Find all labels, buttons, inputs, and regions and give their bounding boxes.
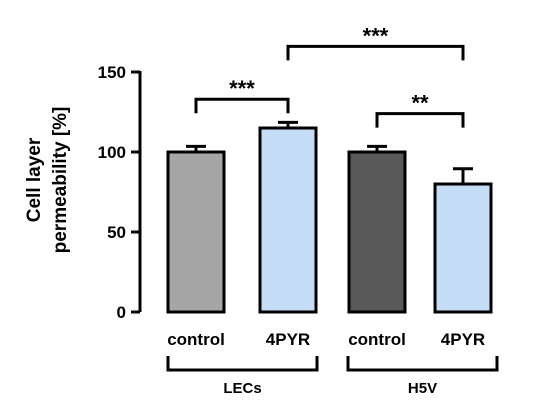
y-axis-label-line-2: permeability [%]	[50, 107, 71, 254]
significance-label: **	[411, 91, 429, 116]
category-label: 4PYR	[441, 330, 485, 349]
bar	[347, 150, 407, 314]
y-axis: 0 50 100 150	[98, 63, 142, 322]
y-axis-label-line-1: Cell layer	[24, 137, 45, 222]
y-tick-label: 0	[117, 303, 126, 322]
category-labels: control 4PYR control 4PYR	[167, 330, 485, 349]
bars	[166, 126, 493, 314]
group-brackets: LECs H5V	[166, 356, 499, 397]
significance-bracket	[194, 97, 290, 114]
y-axis-label: Cell layer permeability [%]	[24, 107, 71, 254]
group-label: H5V	[408, 380, 437, 397]
y-tick-label: 100	[98, 143, 126, 162]
group-label: LECs	[223, 380, 261, 397]
significance-label: ***	[363, 23, 389, 48]
y-tick-label: 150	[98, 63, 126, 82]
error-bars	[186, 120, 473, 184]
group-bracket	[346, 356, 499, 372]
y-tick-label: 50	[107, 223, 126, 242]
bar	[433, 182, 493, 314]
bar	[258, 126, 318, 314]
bar	[166, 150, 226, 314]
group-bracket	[166, 356, 319, 372]
category-label: 4PYR	[266, 330, 310, 349]
category-label: control	[348, 330, 406, 349]
significance-bracket	[286, 44, 465, 61]
significance-label: ***	[229, 76, 255, 101]
significance-bracket	[375, 112, 465, 128]
significance-brackets: ********	[194, 23, 465, 128]
category-label: control	[167, 330, 225, 349]
